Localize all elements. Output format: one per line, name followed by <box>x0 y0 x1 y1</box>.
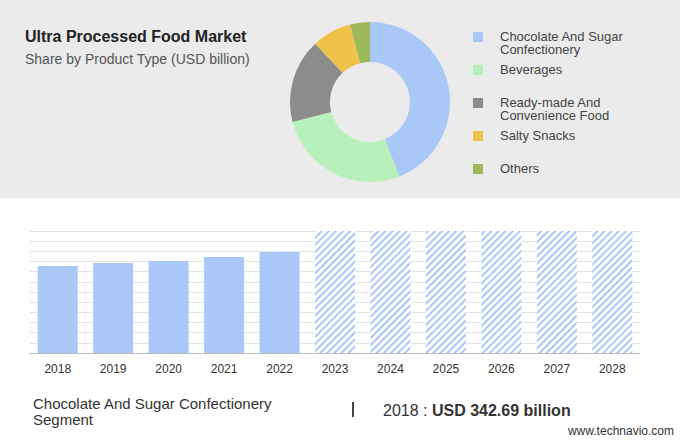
html-text:Ready-made And Convenience Foo: Ready-made And Convenience Food <box>500 95 610 123</box>
svg-text:2020: 2020 <box>155 362 182 376</box>
svg-text:2024: 2024 <box>377 362 404 376</box>
html-text:Ultra Processed Food Market: Ultra Processed Food Market <box>25 28 247 45</box>
html-text:www.technavio.com: www.technavio.com <box>568 424 674 438</box>
svg-text:2021: 2021 <box>211 362 238 376</box>
svg-text:2026: 2026 <box>488 362 515 376</box>
html-text:Beverages: Beverages <box>500 62 563 77</box>
svg-text:2018: 2018 <box>44 362 71 376</box>
svg-text:2023: 2023 <box>322 362 349 376</box>
html-text:Share by Product Type (USD bil: Share by Product Type (USD billion) <box>25 51 250 67</box>
html-text:Chocolate And Sugar Confection: Chocolate And Sugar Confectionery Segmen… <box>33 395 272 428</box>
html-text:2018 : USD 342.69 billion: 2018 : USD 342.69 billion <box>383 402 571 419</box>
html-text:Chocolate And Sugar Confection: Chocolate And Sugar Confectionery <box>500 29 623 57</box>
svg-text:2022: 2022 <box>266 362 293 376</box>
svg-text:2027: 2027 <box>543 362 570 376</box>
svg-text:2025: 2025 <box>433 362 460 376</box>
html-text:Others: Others <box>500 161 539 176</box>
html-text:Salty Snacks: Salty Snacks <box>500 128 576 143</box>
svg-text:2028: 2028 <box>599 362 626 376</box>
svg-text:2019: 2019 <box>100 362 127 376</box>
